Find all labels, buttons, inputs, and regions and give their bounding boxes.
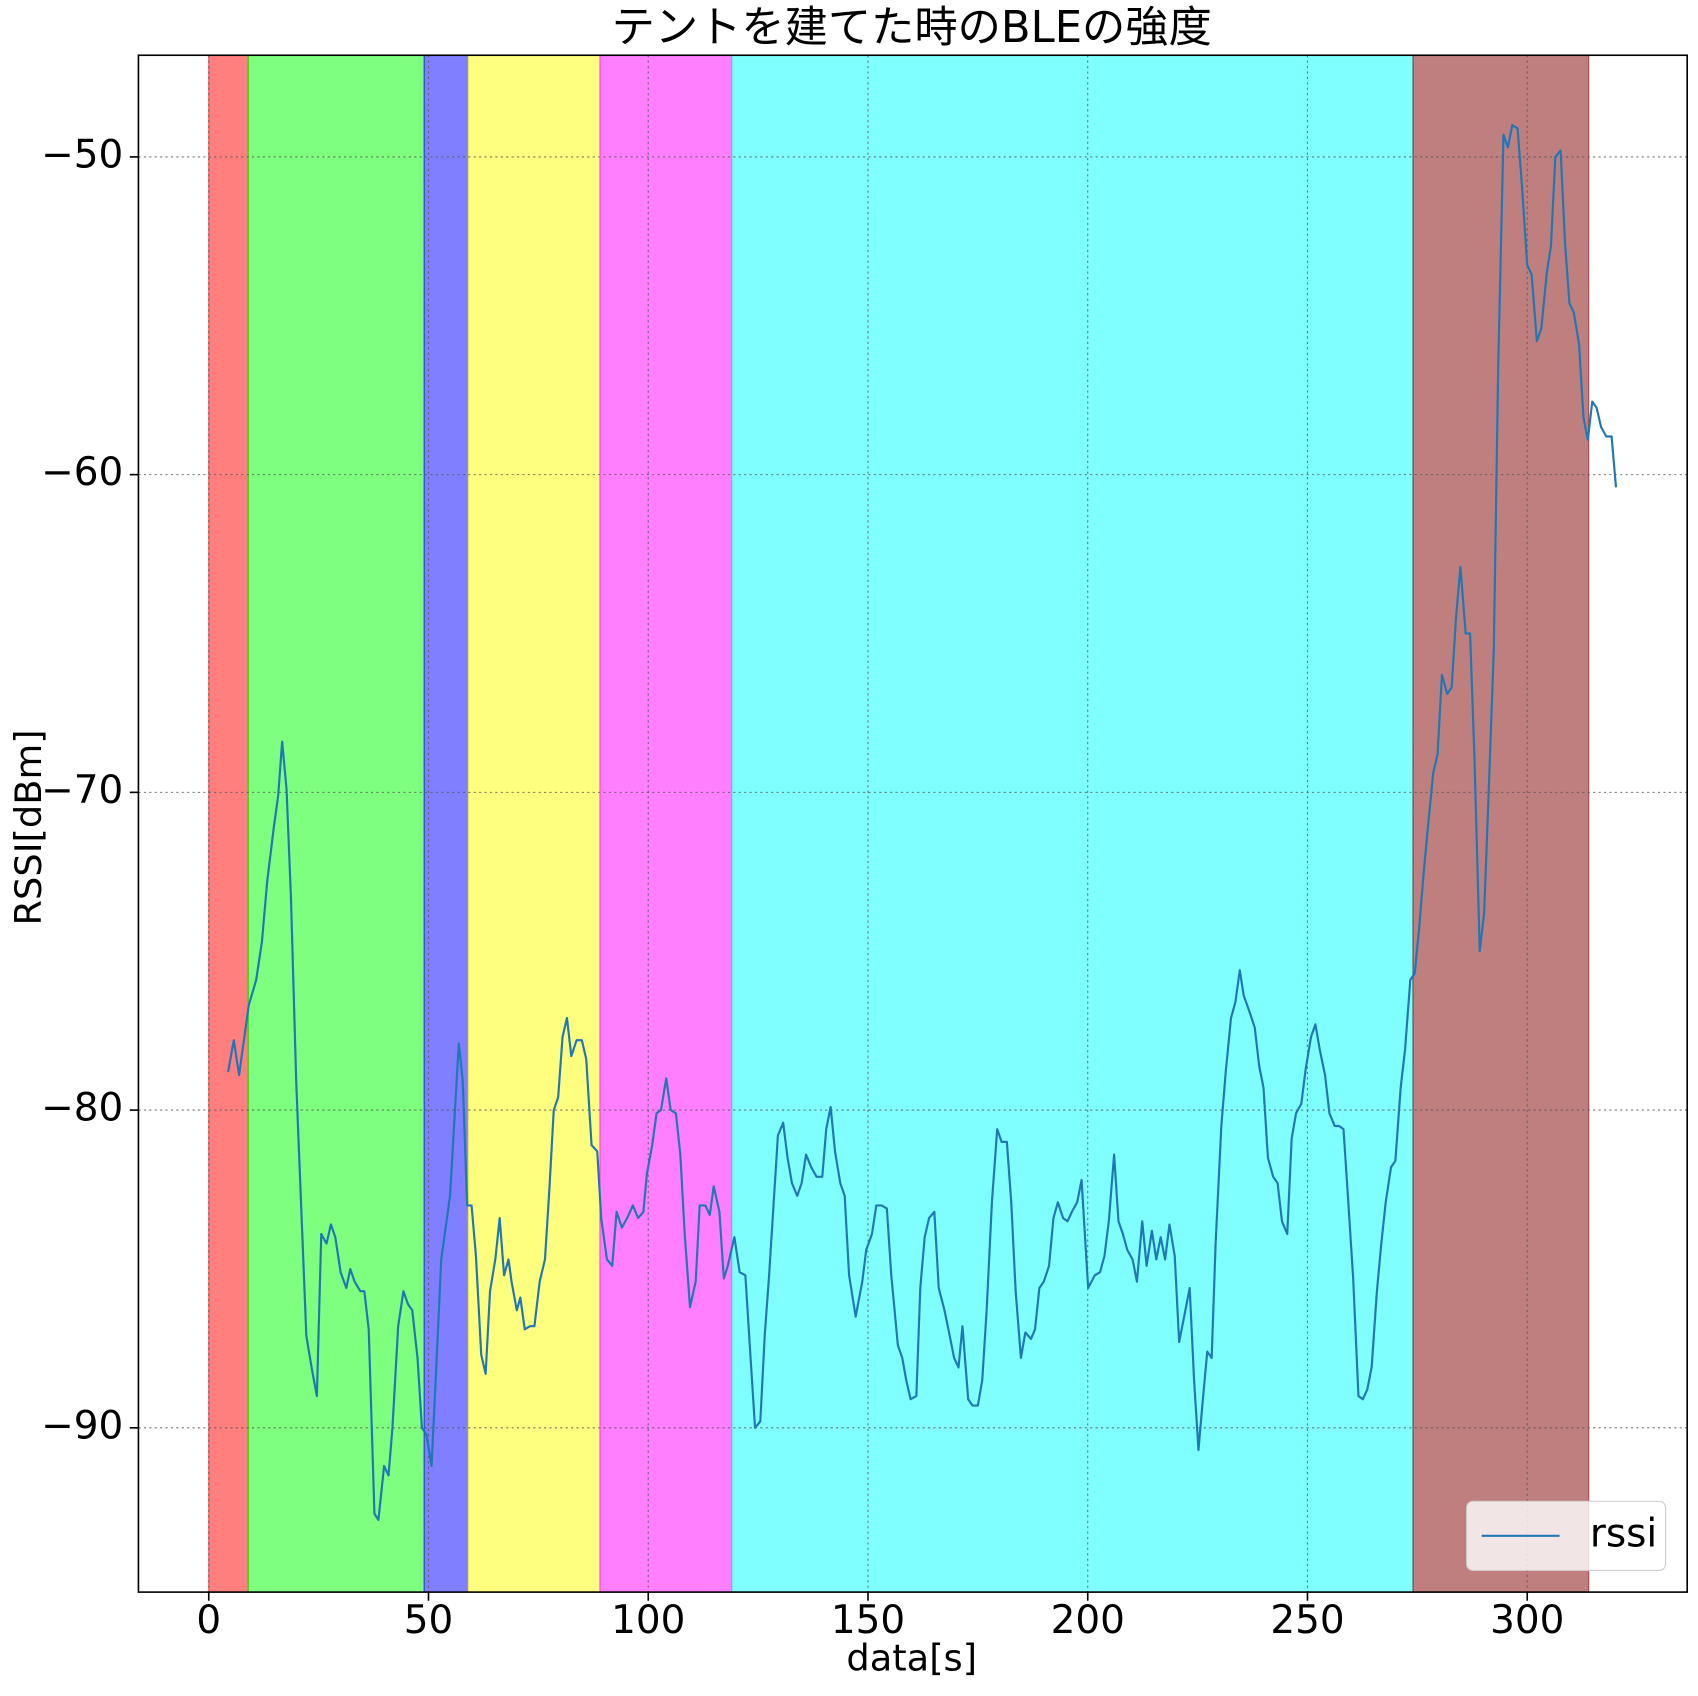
y-tick-label: −50 — [41, 132, 123, 177]
x-axis-label: data[s] — [846, 1637, 977, 1680]
y-axis-label: RSSI[dBm] — [7, 729, 50, 925]
x-tick-label: 100 — [611, 1598, 685, 1643]
x-tick-label: 150 — [831, 1598, 905, 1643]
span — [731, 54, 1414, 1593]
x-tick-label: 300 — [1490, 1598, 1564, 1643]
legend: rssi — [1466, 1500, 1667, 1572]
x-tick-label: 200 — [1051, 1598, 1125, 1643]
y-tick-label: −60 — [41, 450, 123, 495]
y-tick-label: −70 — [41, 768, 123, 813]
span — [247, 54, 425, 1593]
chart-title: テントを建てた時のBLEの強度 — [612, 3, 1212, 53]
x-tick-label: 50 — [404, 1598, 454, 1643]
span — [599, 54, 733, 1593]
axes-frame — [137, 54, 1688, 1593]
x-tick-label: 250 — [1270, 1598, 1344, 1643]
span — [423, 54, 469, 1593]
span — [208, 54, 249, 1593]
plot-area: 0 50 100 150 200 250 300 −90 −80 −70 −60 −50 rssi — [41, 54, 1688, 1643]
x-tick-label: 0 — [196, 1598, 221, 1643]
legend-label: rssi — [1590, 1511, 1657, 1556]
y-tick-label: −90 — [41, 1403, 123, 1448]
data-line — [227, 124, 1618, 1522]
y-tick-label: −80 — [41, 1086, 123, 1131]
legend-box — [1466, 1500, 1667, 1572]
span — [467, 54, 601, 1593]
